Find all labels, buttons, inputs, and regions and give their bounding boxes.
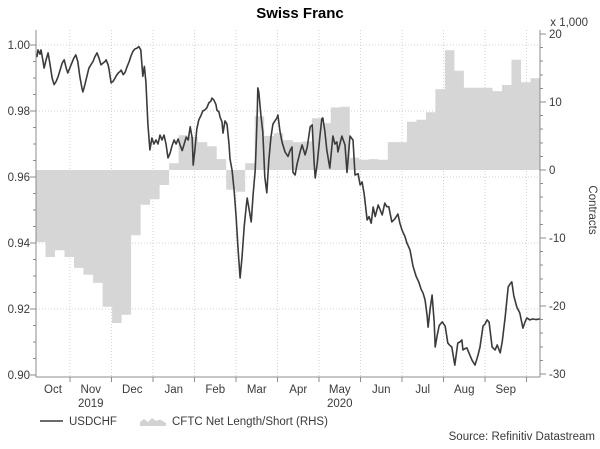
usdchf-line-series [36, 45, 541, 366]
legend-line-label: USDCHF [69, 416, 117, 428]
legend-area-swatch [140, 418, 166, 426]
left-axis-tick-label: 0.92 [8, 304, 30, 316]
month-label: Feb [205, 384, 225, 396]
month-label: Jan [164, 384, 183, 396]
right-axis-tick-label: 0 [549, 165, 555, 177]
right-axis-tick-label: -20 [549, 301, 566, 313]
right-axis-tick-label: 10 [549, 97, 562, 109]
source-credit: Source: Refinitiv Datastream [449, 431, 595, 443]
month-label: Dec [122, 384, 143, 396]
month-label: Jun [372, 384, 391, 396]
year-label: 2020 [327, 398, 353, 410]
legend: USDCHF CFTC Net Length/Short (RHS) [40, 416, 328, 428]
month-label: Mar [247, 384, 267, 396]
right-axis-unit-label: x 1,000 [550, 17, 588, 29]
year-label: 2019 [78, 398, 104, 410]
chart-title: Swiss Franc [256, 5, 344, 22]
legend-area-label: CFTC Net Length/Short (RHS) [172, 416, 328, 428]
month-label: Oct [44, 384, 63, 396]
month-label: Aug [454, 384, 474, 396]
right-axis-title: Contracts [586, 185, 598, 234]
left-axis-tick-label: 1.00 [8, 40, 30, 52]
month-label: May [329, 384, 351, 396]
month-label: Nov [81, 384, 102, 396]
left-axis-tick-label: 0.90 [8, 370, 30, 382]
right-axis-tick-label: -30 [549, 369, 566, 381]
month-label: Apr [289, 384, 307, 396]
right-axis-tick-label: -10 [549, 233, 566, 245]
axis-tick-labels: 1.00 0.98 0.96 0.94 0.92 0.90 20 10 0 -10 -20 -30 Oc… [8, 29, 566, 410]
cftc-area-series [36, 50, 540, 324]
usdchf-line [36, 45, 541, 366]
axes [30, 30, 546, 382]
left-axis-tick-label: 0.94 [8, 238, 31, 250]
month-label: Jul [415, 384, 430, 396]
left-axis-tick-label: 0.96 [8, 172, 30, 184]
month-label: Sep [496, 384, 516, 396]
right-axis-tick-label: 20 [549, 29, 562, 41]
left-axis-tick-label: 0.98 [8, 106, 30, 118]
cftc-area [36, 50, 540, 324]
